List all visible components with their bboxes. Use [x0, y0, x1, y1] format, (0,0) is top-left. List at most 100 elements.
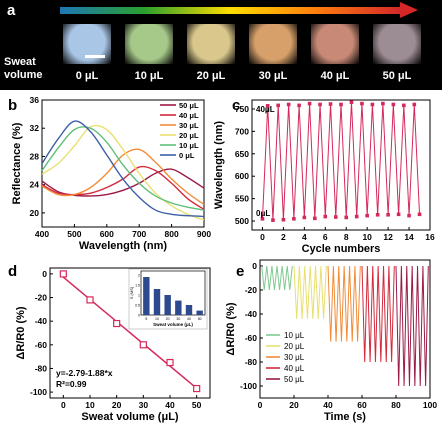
color-gradient-bar: [60, 7, 400, 14]
x-tick-label: 40: [165, 400, 175, 410]
response-series-4: [395, 265, 429, 387]
inset-bar: [164, 295, 171, 315]
inset-y-tick-label: 2: [138, 274, 140, 278]
cycle-point: [391, 102, 396, 107]
swatch-label: 30 μL: [258, 70, 288, 82]
y-tick-label: -60: [245, 333, 258, 343]
x-axis-label: Sweat volume (μL): [81, 411, 179, 423]
cycle-point: [344, 215, 349, 220]
y-tick-label: -100: [30, 387, 47, 397]
series-line-5: [41, 120, 205, 218]
x-tick-label: 600: [100, 229, 114, 239]
cycle-point: [297, 103, 301, 108]
response-series-1: [293, 265, 327, 319]
x-tick-label: 12: [383, 232, 393, 242]
y-tick-label: 36: [30, 95, 40, 105]
swatch-label: 20 μL: [196, 70, 226, 82]
x-tick-label: 0: [260, 232, 265, 242]
inset-y-tick-label: 0: [138, 314, 140, 318]
cycle-line: [261, 102, 421, 221]
response-series-3: [361, 265, 395, 363]
inset-bar: [196, 310, 203, 315]
color-swatch: [125, 24, 173, 64]
cycle-point: [307, 101, 312, 106]
cycle-point: [323, 214, 328, 219]
cycle-point: [333, 215, 338, 219]
cycle-point: [318, 102, 322, 107]
y-axis-label: ΔR/R0 (%): [15, 306, 27, 359]
cycle-point: [286, 102, 291, 107]
legend-entry: 10 μL: [179, 141, 199, 150]
inset-bar: [185, 305, 193, 315]
x-tick-label: 50: [192, 400, 202, 410]
legend-entry: 50 μL: [284, 375, 305, 384]
sweat-volume-label: Sweat volume: [4, 56, 43, 81]
y-tick-label: 32: [30, 123, 40, 133]
data-point: [166, 358, 174, 367]
cycle-point: [402, 103, 406, 108]
legend-entry: 20 μL: [284, 342, 305, 351]
x-tick-label: 40: [323, 400, 333, 410]
x-tick-label: 2: [281, 232, 286, 242]
y-tick-label: -80: [35, 363, 48, 373]
x-tick-label: 700: [132, 229, 146, 239]
plot-frame: [259, 259, 431, 399]
x-tick-label: 500: [67, 229, 81, 239]
cycle-point: [281, 217, 286, 222]
annotation-40ul: 40μL: [256, 105, 275, 114]
inset-bar: [153, 289, 161, 315]
x-tick-label: 0: [258, 400, 263, 410]
data-point: [139, 341, 147, 349]
data-point: [113, 319, 121, 328]
fit-equation: y=-2.79-1.88*x: [56, 368, 113, 378]
swatch-label: 0 μL: [75, 70, 99, 82]
fit-line: [62, 276, 198, 389]
y-tick-label: -20: [245, 285, 258, 295]
cycle-point: [386, 212, 390, 217]
y-tick-label: 20: [30, 208, 40, 218]
cycle-point: [339, 102, 343, 107]
x-tick-label: 20: [112, 400, 122, 410]
x-tick-label: 20: [289, 400, 299, 410]
legend-entry: 30 μL: [284, 353, 305, 362]
legend-entry: 20 μL: [179, 131, 199, 140]
x-tick-label: 0: [61, 400, 66, 410]
response-series-2: [327, 265, 361, 342]
y-tick-label: 0: [42, 269, 47, 279]
y-tick-label: 750: [235, 104, 249, 114]
y-tick-label: -80: [245, 357, 258, 367]
x-tick-label: 16: [425, 232, 435, 242]
inset-y-tick-label: 0.5: [135, 304, 140, 308]
cycle-point: [265, 104, 270, 108]
cycle-point: [302, 215, 307, 220]
x-tick-label: 4: [302, 232, 307, 242]
series-line-3: [41, 124, 205, 221]
scale-bar: [85, 55, 105, 58]
y-axis-label: ΔR/R0 (%): [225, 302, 237, 355]
x-tick-label: 10: [85, 400, 95, 410]
color-swatch: [311, 24, 359, 64]
y-tick-label: -20: [35, 293, 48, 303]
legend-entry: 50 μL: [179, 101, 199, 110]
cycle-point: [360, 101, 364, 106]
cycle-point: [292, 216, 296, 221]
inset-x-label: Sweat volume (μL): [153, 322, 193, 327]
y-tick-label: 24: [30, 180, 40, 190]
inset-y-tick-label: 1.5: [135, 284, 140, 288]
y-tick-label: -40: [35, 316, 48, 326]
swatch-label: 40 μL: [320, 70, 350, 82]
data-point: [193, 384, 201, 393]
y-tick-label: 550: [235, 194, 249, 204]
inset-x-tick-label: 40: [187, 317, 191, 321]
gradient-arrow-head: [400, 2, 418, 18]
color-swatch: [373, 24, 421, 64]
cycle-point: [375, 212, 380, 217]
y-tick-label: 700: [235, 126, 249, 136]
x-tick-label: 10: [362, 232, 372, 242]
plot-frame: [49, 267, 211, 399]
panel-a-color-strip: a Sweat volume 0 μL 10 μL 20 μL 30 μL 40 μL 5…: [0, 0, 442, 90]
data-point: [59, 270, 67, 278]
inset-x-tick-label: 20: [166, 317, 170, 321]
y-tick-label: 500: [235, 216, 249, 226]
